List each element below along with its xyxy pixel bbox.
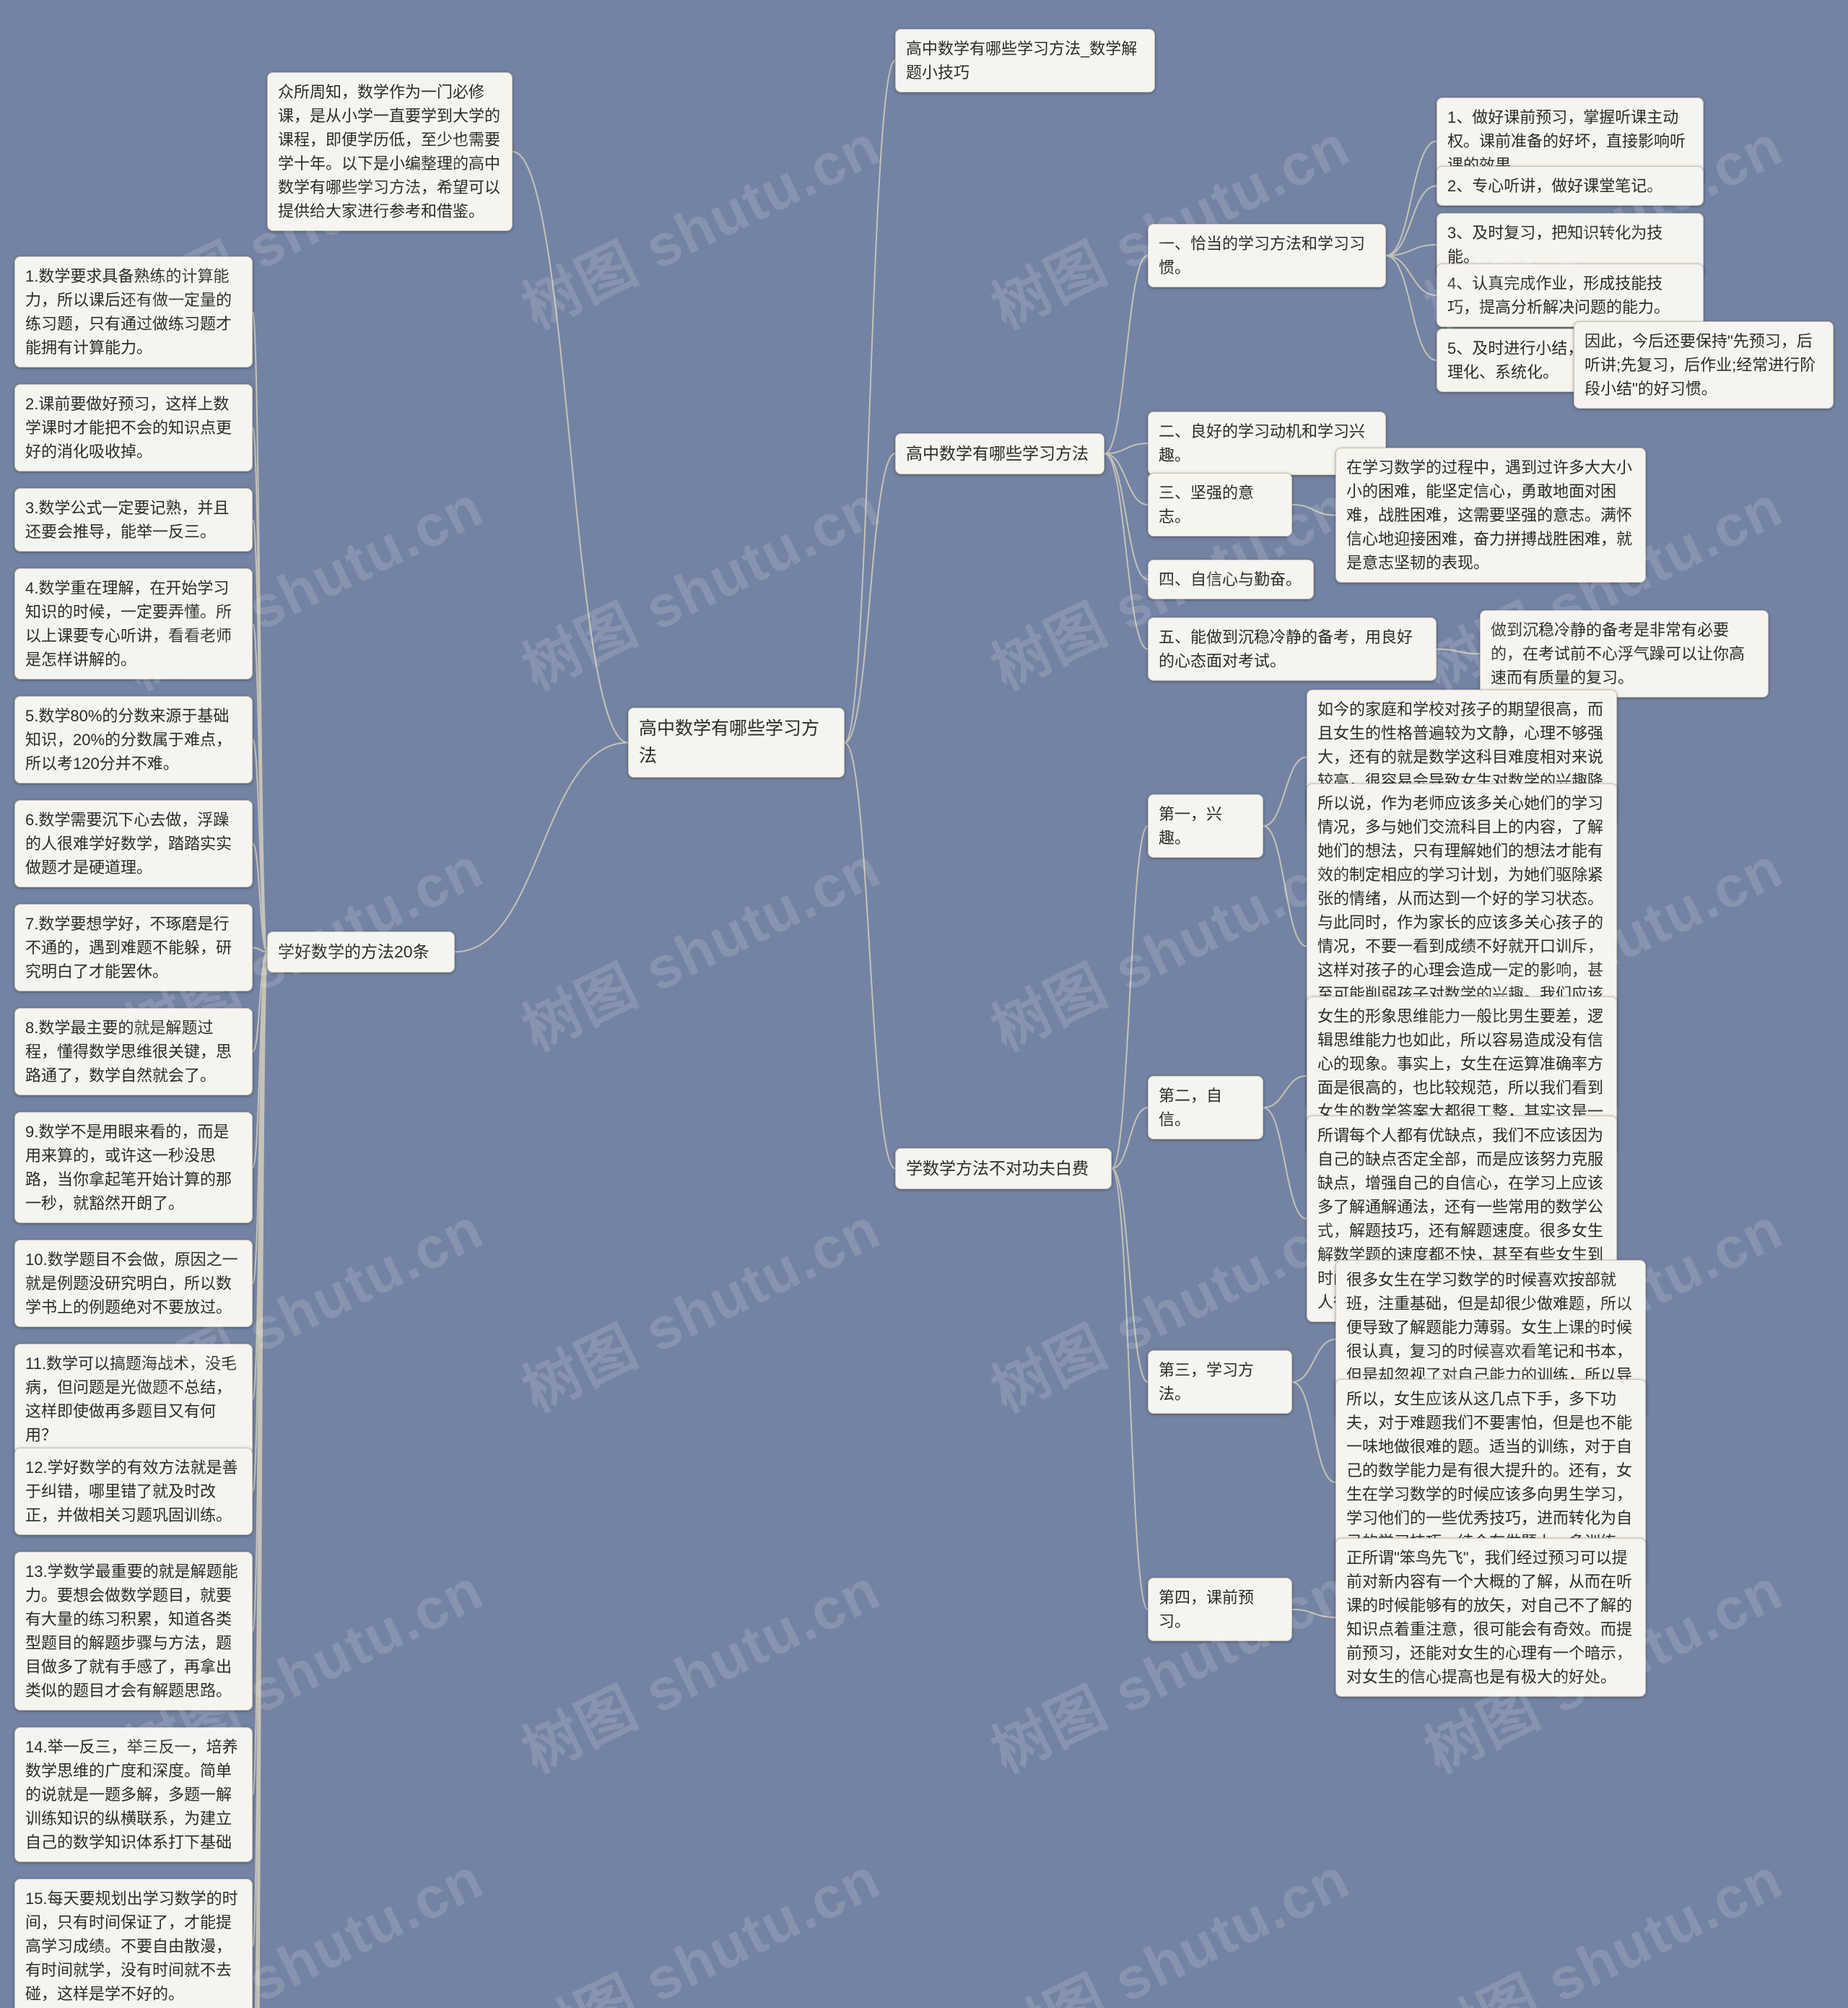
mindmap-node: 学数学方法不对功夫白费 [895, 1148, 1112, 1189]
mindmap-node: 做到沉稳冷静的备考是非常有必要的，在考试前不心浮气躁可以让你高速而有质量的复习。 [1480, 610, 1769, 697]
watermark: 树图 shutu.cn [507, 822, 892, 1067]
mindmap-node: 15.每天要规划出学习数学的时间，只有时间保证了，才能提高学习成绩。不要自由散漫… [14, 1879, 253, 2008]
mindmap-node: 2.课前要做好预习，这样上数学课时才能把不会的知识点更好的消化吸收掉。 [14, 384, 253, 471]
mindmap-node: 正所谓"笨鸟先飞"，我们经过预习可以提前对新内容有一个大概的了解，从而在听课的时… [1335, 1538, 1646, 1697]
mindmap-node: 4、认真完成作业，形成技能技巧，提高分析解决问题的能力。 [1437, 264, 1704, 327]
watermark: 树图 shutu.cn [976, 822, 1361, 1067]
mindmap-node: 高中数学有哪些学习方法 [628, 708, 845, 778]
mindmap-node: 11.数学可以搞题海战术，没毛病，但问题是光做题不总结，这样即使做再多题目又有何… [14, 1344, 253, 1455]
mindmap-node: 3.数学公式一定要记熟，并且还要会推导，能举一反三。 [14, 488, 253, 552]
mindmap-node: 五、能做到沉稳冷静的备考，用良好的心态面对考试。 [1148, 617, 1437, 681]
mindmap-node: 4.数学重在理解，在开始学习知识的时候，一定要弄懂。所以上课要专心听讲，看看老师… [14, 568, 253, 679]
mindmap-node: 众所周知，数学作为一门必修课，是从小学一直要学到大学的课程，即便学历低，至少也需… [267, 72, 513, 231]
mindmap-node: 第一，兴趣。 [1148, 794, 1263, 858]
mindmap-node: 13.学数学最重要的就是解题能力。要想会做数学题目，就要有大量的练习积累，知道各… [14, 1552, 253, 1711]
mindmap-node: 2、专心听讲，做好课堂笔记。 [1437, 166, 1704, 206]
mindmap-node: 9.数学不是用眼来看的，而是用来算的，或许这一秒没思路，当你拿起笔开始计算的那一… [14, 1112, 253, 1223]
mindmap-node: 学好数学的方法20条 [267, 931, 455, 973]
mindmap-node: 因此，今后还要保持"先预习，后听讲;先复习，后作业;经常进行阶段小结"的好习惯。 [1574, 321, 1834, 409]
watermark: 树图 shutu.cn [507, 461, 892, 706]
watermark: 树图 shutu.cn [507, 1183, 892, 1428]
mindmap-node: 10.数学题目不会做，原因之一就是例题没研究明白，所以数学书上的例题绝对不要放过… [14, 1240, 253, 1327]
watermark: 树图 shutu.cn [507, 100, 892, 345]
mindmap-node: 四、自信心与勤奋。 [1148, 560, 1314, 599]
watermark: 树图 shutu.cn [976, 100, 1361, 345]
mindmap-node: 在学习数学的过程中，遇到过许多大大小小的困难，能坚定信心，勇敢地面对困难，战胜困… [1335, 448, 1646, 583]
mindmap-node: 8.数学最主要的就是解题过程，懂得数学思维很关键，思路通了，数学自然就会了。 [14, 1008, 253, 1095]
mindmap-node: 一、恰当的学习方法和学习习惯。 [1148, 224, 1386, 287]
mindmap-node: 第三，学习方法。 [1148, 1350, 1292, 1414]
mindmap-node: 第四，课前预习。 [1148, 1578, 1292, 1641]
mindmap-node: 第二，自信。 [1148, 1076, 1263, 1139]
mindmap-node: 三、坚强的意志。 [1148, 473, 1292, 536]
watermark: 树图 shutu.cn [507, 1833, 892, 2008]
mindmap-node: 5.数学80%的分数来源于基础知识，20%的分数属于难点，所以考120分并不难。 [14, 696, 253, 783]
mindmap-node: 6.数学需要沉下心去做，浮躁的人很难学好数学，踏踏实实做题才是硬道理。 [14, 800, 253, 887]
mindmap-node: 7.数学要想学好，不琢磨是行不通的，遇到难题不能躲，研究明白了才能罢休。 [14, 904, 253, 991]
mindmap-node: 1.数学要求具备熟练的计算能力，所以课后还有做一定量的练习题，只有通过做练习题才… [14, 256, 253, 368]
watermark: 树图 shutu.cn [1409, 1833, 1795, 2008]
watermark: 树图 shutu.cn [507, 1544, 892, 1789]
mindmap-node: 高中数学有哪些学习方法 [895, 433, 1104, 474]
mindmap-node: 高中数学有哪些学习方法_数学解题小技巧 [895, 29, 1155, 92]
mindmap-node: 14.举一反三，举三反一，培养数学思维的广度和深度。简单的说就是一题多解，多题一… [14, 1727, 253, 1862]
mindmap-node: 12.学好数学的有效方法就是善于纠错，哪里错了就及时改正，并做相关习题巩固训练。 [14, 1448, 253, 1535]
watermark: 树图 shutu.cn [976, 1833, 1361, 2008]
